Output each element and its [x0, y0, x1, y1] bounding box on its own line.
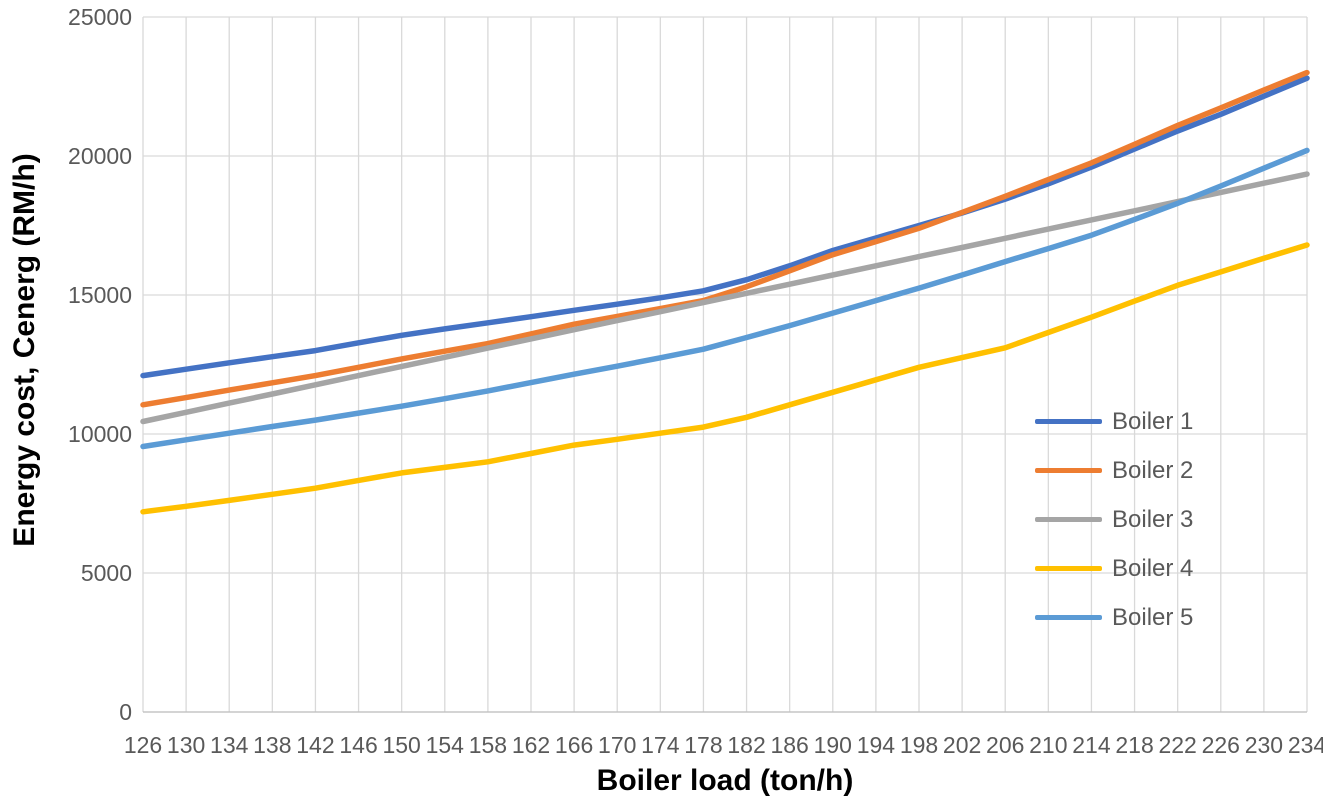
legend-item-boiler-1: Boiler 1	[1035, 397, 1193, 446]
legend-label-boiler-2: Boiler 2	[1112, 456, 1194, 484]
tick-labels-group: 0 5000 10000 15000 20000 25000 126 130 134 138 142…	[68, 4, 1323, 758]
x-tick-label: 234	[1288, 732, 1323, 758]
legend-swatch-boiler-1	[1035, 419, 1102, 424]
y-tick-label: 10000	[68, 421, 132, 447]
series-line-boiler-2	[140, 69, 1310, 408]
x-tick-label: 178	[684, 732, 722, 758]
x-tick-label: 182	[727, 732, 765, 758]
x-tick-label: 218	[1115, 732, 1153, 758]
x-tick-label: 198	[900, 732, 938, 758]
y-tick-label: 20000	[68, 143, 132, 169]
legend-label-boiler-5: Boiler 5	[1112, 603, 1194, 631]
series-line-boiler-3	[140, 171, 1310, 425]
x-tick-label: 210	[1029, 732, 1067, 758]
series-lines-group	[140, 69, 1310, 515]
x-tick-label: 194	[857, 732, 896, 758]
x-tick-label: 166	[555, 732, 593, 758]
legend-item-boiler-4: Boiler 4	[1035, 544, 1193, 593]
x-tick-label: 186	[770, 732, 808, 758]
series-line-boiler-1	[140, 75, 1310, 379]
x-tick-label: 146	[339, 732, 377, 758]
legend-label-boiler-3: Boiler 3	[1112, 505, 1194, 533]
y-tick-label: 15000	[68, 282, 132, 308]
x-tick-label: 154	[426, 732, 465, 758]
legend-swatch-boiler-4	[1035, 566, 1102, 571]
x-tick-label: 202	[943, 732, 981, 758]
x-tick-label: 190	[814, 732, 852, 758]
x-tick-label: 158	[469, 732, 507, 758]
x-tick-label: 226	[1202, 732, 1240, 758]
chart-legend: Boiler 1 Boiler 2 Boiler 3 Boiler 4 Boiler 5	[1035, 397, 1193, 642]
x-tick-label: 162	[512, 732, 550, 758]
x-tick-label: 130	[167, 732, 205, 758]
x-tick-label: 230	[1245, 732, 1283, 758]
y-axis-title: Energy cost, Cenerg (RM/h)	[8, 153, 41, 546]
legend-item-boiler-2: Boiler 2	[1035, 446, 1193, 495]
legend-swatch-boiler-2	[1035, 468, 1102, 473]
x-tick-label: 142	[296, 732, 334, 758]
y-tick-label: 5000	[81, 560, 132, 586]
series-line-boiler-4	[140, 242, 1310, 515]
x-tick-label: 174	[641, 732, 680, 758]
x-tick-label: 170	[598, 732, 636, 758]
x-tick-label: 134	[210, 732, 249, 758]
legend-swatch-boiler-5	[1035, 615, 1102, 620]
legend-swatch-boiler-3	[1035, 517, 1102, 522]
x-tick-label: 206	[986, 732, 1024, 758]
y-tick-label: 25000	[68, 4, 132, 30]
x-tick-label: 126	[124, 732, 162, 758]
x-tick-label: 222	[1158, 732, 1196, 758]
series-line-boiler-5	[140, 147, 1310, 450]
x-tick-label: 138	[253, 732, 291, 758]
x-tick-label: 214	[1072, 732, 1111, 758]
y-tick-label: 0	[119, 699, 132, 725]
legend-label-boiler-4: Boiler 4	[1112, 554, 1194, 582]
x-axis-title: Boiler load (ton/h)	[597, 764, 854, 797]
x-tick-label: 150	[382, 732, 420, 758]
legend-label-boiler-1: Boiler 1	[1112, 407, 1194, 435]
legend-item-boiler-5: Boiler 5	[1035, 593, 1193, 642]
legend-item-boiler-3: Boiler 3	[1035, 495, 1193, 544]
